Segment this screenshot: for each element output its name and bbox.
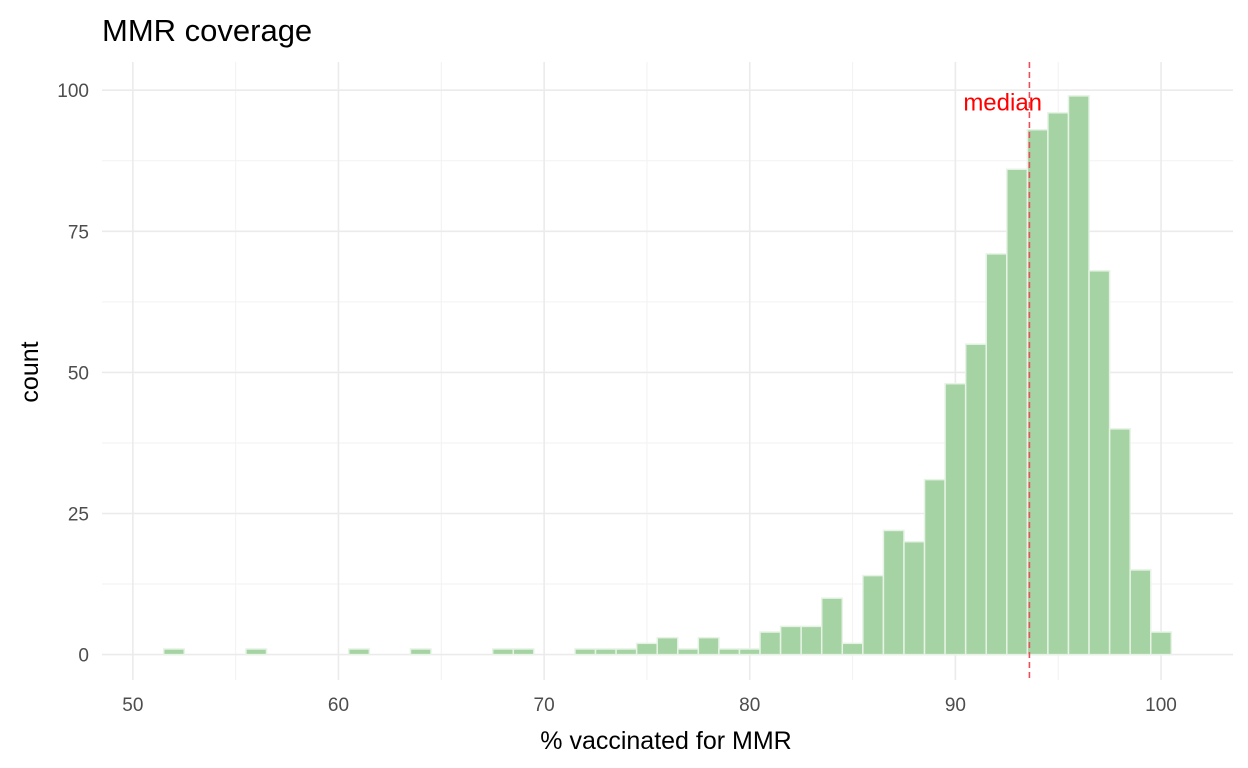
histogram-bar — [1006, 168, 1029, 656]
histogram-bar — [862, 574, 885, 656]
y-tick-label: 25 — [68, 505, 89, 526]
histogram-bar — [1026, 128, 1049, 656]
histogram-bar — [162, 648, 186, 656]
chart-title: MMR coverage — [102, 13, 312, 48]
histogram-bar — [1108, 428, 1131, 656]
histogram-bar — [409, 648, 432, 656]
histogram-bar — [1149, 631, 1173, 656]
histogram-bar — [923, 478, 946, 656]
y-tick-label: 100 — [57, 81, 89, 102]
histogram-bar — [738, 648, 761, 656]
histogram-bar — [677, 648, 700, 656]
x-tick-label: 70 — [534, 695, 555, 716]
histogram-bar — [820, 597, 844, 656]
histogram-bar — [800, 625, 823, 656]
median-marker: median — [963, 62, 1042, 680]
x-axis-ticks: 50 60 70 80 90 100 — [122, 695, 1177, 716]
histogram-bar — [1088, 270, 1111, 656]
histogram-bar — [882, 529, 905, 656]
y-tick-label: 75 — [68, 222, 89, 243]
histogram-bar — [903, 540, 926, 656]
histogram-bar — [635, 642, 658, 656]
histogram-bar — [1047, 112, 1070, 656]
histogram-bar — [245, 648, 268, 656]
histogram-bar — [348, 648, 371, 656]
histogram-bar — [1129, 569, 1152, 656]
y-axis-ticks: 0 25 50 75 100 — [57, 81, 89, 666]
x-tick-label: 100 — [1145, 695, 1177, 716]
histogram-bars — [162, 95, 1173, 656]
histogram-bar — [594, 648, 617, 656]
y-tick-label: 0 — [78, 646, 89, 667]
histogram-bar — [1067, 95, 1090, 656]
histogram-bar — [718, 648, 741, 656]
histogram-bar — [512, 648, 535, 656]
x-tick-label: 60 — [328, 695, 349, 716]
histogram-bar — [697, 636, 720, 656]
histogram-bar — [615, 648, 638, 656]
y-tick-label: 50 — [68, 363, 89, 384]
histogram-bar — [985, 253, 1008, 656]
histogram-bar — [841, 642, 864, 656]
histogram-bar — [491, 648, 515, 656]
median-label: median — [963, 90, 1042, 117]
x-tick-label: 50 — [122, 695, 143, 716]
x-tick-label: 80 — [739, 695, 760, 716]
histogram-bar — [759, 631, 782, 656]
histogram-bar — [574, 648, 597, 656]
histogram-bar — [779, 625, 802, 656]
histogram-bar — [656, 636, 679, 656]
x-tick-label: 90 — [945, 695, 966, 716]
y-axis-title: count — [16, 341, 44, 402]
x-axis-title: % vaccinated for MMR — [540, 727, 791, 755]
histogram-bar — [944, 382, 967, 656]
histogram-bar — [964, 343, 987, 656]
